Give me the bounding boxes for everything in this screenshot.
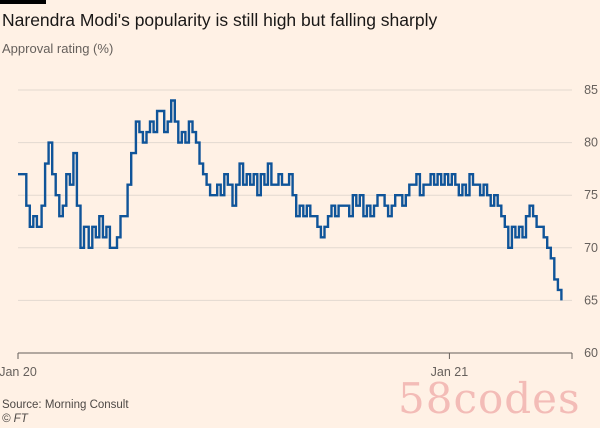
series-line-0 [18, 99, 563, 301]
y-tick-label-60: 60 [584, 346, 598, 360]
x-tick-label-0: Jan 20 [0, 365, 37, 379]
ft-credit: © FT [2, 413, 28, 425]
chart-title: Narendra Modi's popularity is still high… [2, 10, 438, 30]
x-tick-label-1: Jan 21 [431, 365, 469, 379]
chart-subtitle: Approval rating (%) [2, 41, 114, 56]
y-tick-label-75: 75 [584, 188, 598, 202]
y-tick-label-85: 85 [584, 83, 598, 97]
brand-bar [0, 0, 46, 4]
y-tick-label-70: 70 [584, 241, 598, 255]
source-note: Source: Morning Consult [2, 399, 129, 411]
y-tick-label-80: 80 [584, 136, 598, 150]
watermark-logo: 58codes [398, 374, 581, 423]
y-tick-label-65: 65 [584, 293, 598, 307]
